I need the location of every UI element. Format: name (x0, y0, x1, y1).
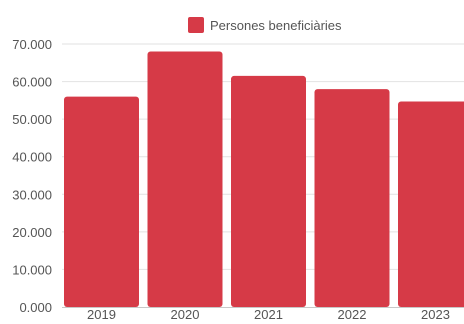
y-tick-label: 50.000 (12, 112, 52, 127)
y-tick-label: 30.000 (12, 187, 52, 202)
y-tick-label: 60.000 (12, 75, 52, 90)
bar-2019 (64, 96, 139, 307)
x-tick-label: 2022 (338, 307, 367, 322)
x-tick-label: 2019 (87, 307, 116, 322)
bars (64, 51, 464, 308)
y-axis: 0.000 10.000 20.000 30.000 40.000 50.000 60.00… (12, 37, 52, 315)
bar-2023 (398, 101, 464, 307)
y-tick-label: 40.000 (12, 150, 52, 165)
y-tick-label: 0.000 (19, 300, 52, 315)
legend-label: Persones beneficiàries (210, 18, 342, 33)
legend-swatch (188, 17, 204, 33)
bar-2021 (231, 75, 306, 307)
x-tick-label: 2021 (254, 307, 283, 322)
x-axis: 2019 2020 2021 2022 2023 (62, 307, 464, 322)
y-tick-label: 20.000 (12, 225, 52, 240)
x-tick-label: 2020 (171, 307, 200, 322)
bar-2022 (314, 89, 390, 307)
y-tick-label: 70.000 (12, 37, 52, 52)
bar-2020 (147, 51, 223, 308)
legend: Persones beneficiàries (188, 17, 342, 33)
x-tick-label: 2023 (421, 307, 450, 322)
y-tick-label: 10.000 (12, 262, 52, 277)
